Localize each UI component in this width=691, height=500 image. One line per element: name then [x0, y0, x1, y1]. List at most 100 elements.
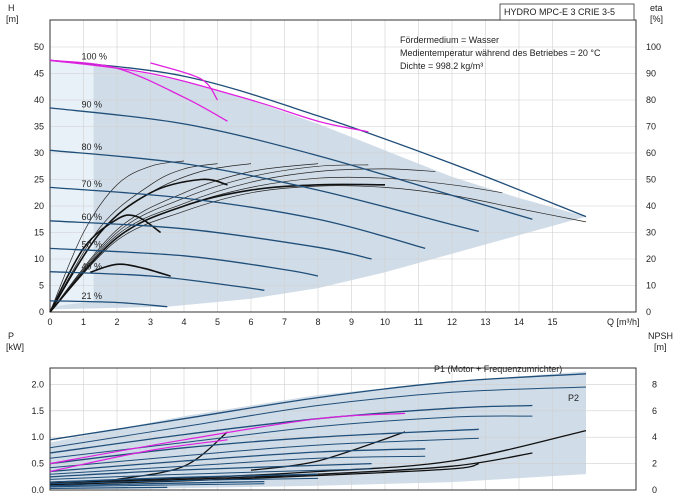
- y-tick-label: 2.0: [31, 379, 44, 389]
- p2-curve: [49, 386, 587, 449]
- y-right-axis-label: NPSH: [648, 331, 673, 341]
- efficiency-curve-bold: [49, 183, 386, 313]
- x-tick-label: 1: [81, 317, 86, 327]
- x-tick-label: 7: [282, 317, 287, 327]
- info-line-density: Dichte = 998.2 kg/m³: [400, 61, 483, 71]
- efficiency-curve: [49, 160, 185, 313]
- y-right-tick-label: 8: [652, 379, 657, 389]
- speed-label: 60 %: [82, 212, 103, 222]
- y-right-tick-label: 0: [652, 485, 657, 495]
- p2-curve: [49, 437, 479, 469]
- x-tick-label: 9: [349, 317, 354, 327]
- p2-curve: [49, 477, 319, 485]
- head-plot-border: [49, 19, 637, 313]
- magenta-curve: [49, 59, 228, 122]
- speed-label: 50 %: [82, 239, 103, 249]
- magenta-curve: [49, 412, 406, 465]
- speed-curve: [49, 300, 168, 308]
- magenta-curve: [49, 59, 369, 133]
- efficiency-curve: [49, 163, 218, 313]
- magenta-curve: [150, 62, 219, 101]
- power-chart-frame: 0.0 0.5 1.0 1.5 2.0 0 2 4 6 8 P[kW] NPSH[m] P1 (Moto…: [6, 331, 673, 495]
- x-tick-label: 6: [248, 317, 253, 327]
- y-tick-label: 1.0: [31, 432, 44, 442]
- y-axis-label: P: [8, 331, 14, 341]
- y-tick-label: 10: [34, 254, 44, 264]
- y-right-tick-label: 50: [646, 175, 656, 185]
- p1-curve: [49, 462, 372, 478]
- speed-label: 100 %: [82, 51, 108, 61]
- y-right-tick-label: 30: [646, 228, 656, 238]
- y-right-tick-label: 100: [646, 42, 661, 52]
- p1-curve: [49, 473, 319, 483]
- x-tick-label: 15: [547, 317, 557, 327]
- y-right-tick-label: 90: [646, 69, 656, 79]
- x-tick-label: 2: [114, 317, 119, 327]
- y-tick-label: 15: [34, 228, 44, 238]
- power-plot-border: [49, 367, 637, 491]
- efficiency-curve-bold: [49, 214, 162, 313]
- x-tick-label: 14: [514, 317, 524, 327]
- y-tick-label: 0.0: [31, 485, 44, 495]
- y-tick-label: 30: [34, 148, 44, 158]
- magenta-curve: [49, 439, 228, 473]
- y-right-axis-label: eta: [650, 3, 663, 13]
- speed-label: 80 %: [82, 142, 103, 152]
- p1-curve: [49, 486, 168, 490]
- speed-curve: [49, 107, 533, 220]
- series-label-p2: P2: [568, 393, 579, 403]
- y-tick-label: 25: [34, 175, 44, 185]
- y-tick-label: 0.5: [31, 459, 44, 469]
- low-flow-band: [50, 60, 94, 307]
- title-box: [499, 3, 635, 21]
- p2-curve: [49, 455, 426, 475]
- efficiency-curve: [49, 185, 587, 313]
- y-tick-label: 5: [39, 281, 44, 291]
- x-tick-label: 11: [414, 317, 423, 327]
- speed-label: 70 %: [82, 179, 103, 189]
- x-tick-label: 5: [215, 317, 220, 327]
- y-axis-label: H: [8, 3, 15, 13]
- y-tick-label: 50: [34, 42, 44, 52]
- y-tick-label: 40: [34, 95, 44, 105]
- x-axis-label: Q [m³/h]: [607, 317, 640, 327]
- y-tick-label: 45: [34, 69, 44, 79]
- x-tick-label: 12: [447, 317, 457, 327]
- speed-curve: [49, 271, 265, 291]
- x-tick-label: 10: [380, 317, 390, 327]
- y-right-tick-label: 0: [646, 307, 651, 317]
- x-tick-label: 13: [480, 317, 490, 327]
- efficiency-curve: [49, 168, 436, 313]
- npsh-curve: [49, 429, 587, 483]
- y-right-tick-label: 80: [646, 95, 656, 105]
- npsh-curve: [250, 431, 406, 471]
- y-right-tick-label: 20: [646, 254, 656, 264]
- x-tick-label: 8: [315, 317, 320, 327]
- series-label-p1: P1 (Motor + Frequenzumrichter): [434, 364, 562, 374]
- head-chart-frame: 0510152025303540455001020304050607080901…: [6, 3, 663, 327]
- speed-curve: [49, 247, 319, 277]
- efficiency-curve: [49, 163, 319, 313]
- p1-curve: [49, 480, 265, 487]
- speed-label: 21 %: [82, 291, 103, 301]
- speed-curve: [49, 59, 587, 218]
- y-right-tick-label: 6: [652, 406, 657, 416]
- speed-label: 40 %: [82, 262, 103, 272]
- y-right-axis-unit: [m]: [654, 342, 667, 352]
- speed-label: 90 %: [82, 100, 103, 110]
- npsh-curve: [49, 462, 479, 486]
- y-right-tick-label: 4: [652, 432, 657, 442]
- y-right-tick-label: 2: [652, 459, 657, 469]
- y-right-tick-label: 70: [646, 122, 656, 132]
- p2-curve: [49, 483, 265, 488]
- info-line-temperature: Medientemperatur während des Betriebes =…: [400, 48, 601, 58]
- y-axis-unit: [kW]: [6, 342, 24, 352]
- y-tick-label: 20: [34, 201, 44, 211]
- speed-curve: [49, 149, 479, 233]
- y-tick-label: 0: [39, 307, 44, 317]
- chart-title: HYDRO MPC-E 3 CRIE 3-5: [504, 7, 615, 17]
- p2-curve: [49, 468, 372, 480]
- speed-curve: [49, 220, 372, 260]
- y-right-tick-label: 40: [646, 201, 656, 211]
